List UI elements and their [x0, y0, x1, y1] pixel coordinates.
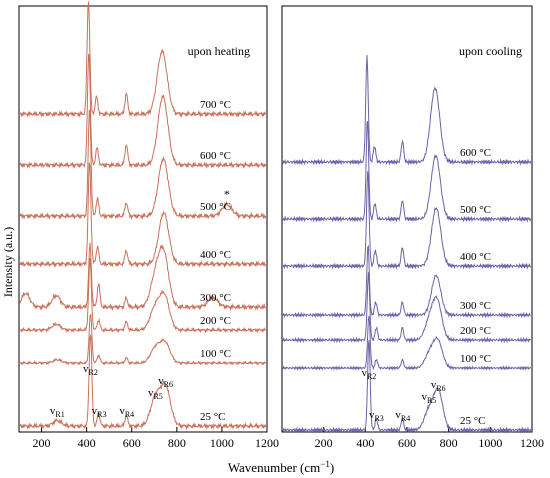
peak-label: vR1 — [50, 405, 65, 419]
plot-frame — [18, 5, 268, 433]
x-tick-label: 1000 — [210, 436, 234, 450]
spectrum-line — [19, 1, 267, 118]
peak-label: vR6 — [158, 375, 173, 389]
series-label: 700 °C — [200, 99, 231, 111]
spectrum-line — [282, 340, 532, 434]
spectrum-line — [282, 315, 532, 372]
series-label: 200 °C — [200, 315, 231, 327]
peak-label: vR3 — [369, 409, 384, 423]
panel-title: upon cooling — [459, 44, 522, 58]
panel-cooling: 200 400 600 800 1000 1200 upon cooling 25 °C 100… — [281, 5, 544, 450]
spectrum-line — [19, 334, 267, 431]
spectrum-line — [282, 55, 532, 166]
panel-title: upon heating — [188, 44, 250, 58]
spectrum-line — [282, 244, 531, 319]
peak-label: vR4 — [119, 405, 134, 419]
spectrum-line — [282, 272, 531, 344]
series-label: 25 °C — [200, 411, 226, 423]
x-tick-label: 600 — [123, 436, 141, 450]
peak-label: vR2 — [83, 363, 98, 377]
series-label: 400 °C — [460, 251, 491, 263]
series-label: 100 °C — [200, 348, 231, 360]
x-tick-label: 200 — [33, 436, 51, 450]
peak-label: vR2 — [361, 367, 376, 381]
series-label: 400 °C — [200, 249, 231, 261]
spectrum-line — [19, 109, 267, 221]
series-label: 500 °C — [200, 201, 231, 213]
y-axis-label: Intensity (a.u.) — [1, 227, 15, 297]
series-label: 200 °C — [460, 325, 491, 337]
spectrum-line — [19, 53, 267, 170]
x-axis-label: Wavenumber (cm−1) — [228, 459, 334, 475]
series-label: 300 °C — [460, 300, 491, 312]
spectrum-line — [19, 162, 267, 269]
peak-label: vR6 — [431, 379, 446, 393]
series-label: 100 °C — [460, 353, 491, 365]
series-label: 600 °C — [200, 150, 231, 162]
x-tick-label: 800 — [168, 436, 186, 450]
x-tick-label: 600 — [398, 436, 416, 450]
peak-label: vR5 — [148, 387, 163, 401]
peak-label: vR4 — [395, 409, 410, 423]
x-tick-label: 1000 — [478, 436, 502, 450]
series-label: 25 °C — [460, 415, 486, 427]
x-tick-label: 400 — [356, 436, 374, 450]
series-label: 600 °C — [460, 147, 491, 159]
series-label: 500 °C — [460, 204, 491, 216]
asterisk-marker: * — [224, 187, 230, 201]
spectrum-line — [282, 121, 532, 223]
peak-label: vR5 — [421, 391, 436, 405]
series-label: 300 °C — [200, 292, 231, 304]
x-tick-label: 1200 — [255, 436, 279, 450]
x-tick-label: 400 — [78, 436, 96, 450]
spectrum-line — [19, 242, 267, 312]
x-tick-label: 1200 — [520, 436, 544, 450]
x-tick-label: 800 — [440, 436, 458, 450]
panel-heating: 200 400 600 800 1000 1200 upon heating 25 °C 100… — [18, 1, 279, 450]
spectrum-line — [282, 171, 532, 270]
x-tick-label: 200 — [315, 436, 333, 450]
peak-label: vR3 — [92, 405, 107, 419]
spectrum-line — [19, 314, 267, 366]
spectrum-line — [19, 257, 267, 334]
